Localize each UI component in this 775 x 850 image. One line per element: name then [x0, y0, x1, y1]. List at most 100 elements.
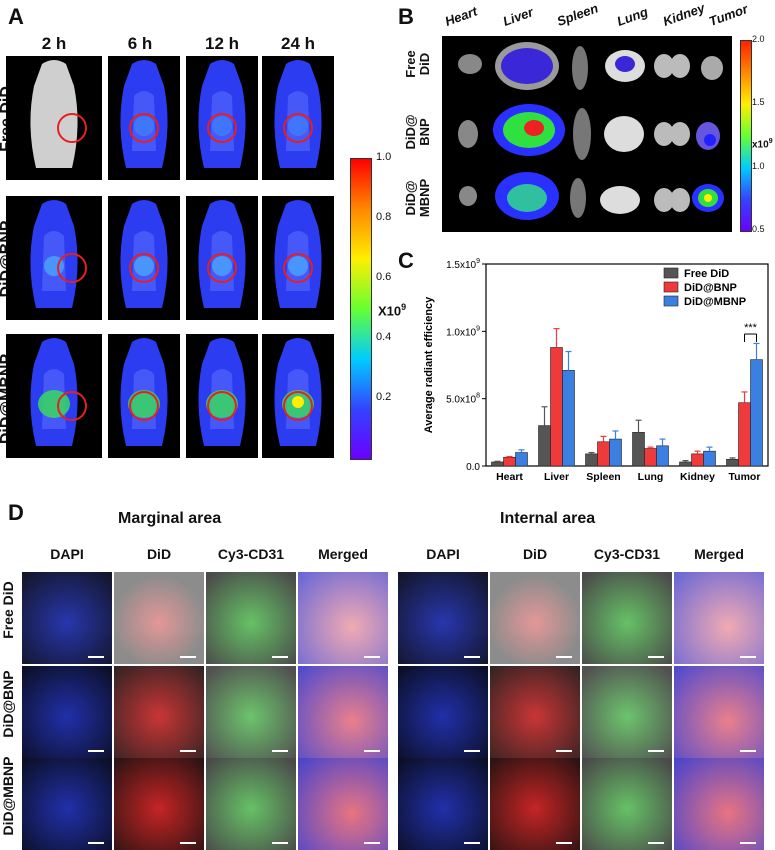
mouse-image: [6, 56, 102, 180]
scale-bar: [556, 656, 572, 658]
legend-swatch: [663, 281, 679, 293]
microscopy-tile: [398, 572, 488, 664]
scale-bar: [464, 656, 480, 658]
microscopy-tile: [582, 758, 672, 850]
legend-label: DiD@BNP: [684, 282, 737, 294]
row-label: DiD@BNP: [403, 114, 432, 150]
mouse-image: [186, 56, 258, 180]
scale-bar: [740, 656, 756, 658]
colorbar-tick-label: 2.0: [752, 34, 765, 44]
scale-bar: [88, 750, 104, 752]
bar: [550, 347, 563, 467]
colorbar-tick-label: 1.5: [752, 97, 765, 108]
legend-swatch: [663, 267, 679, 279]
bar: [738, 402, 751, 467]
scale-bar: [648, 842, 664, 844]
microscopy-tile: [206, 572, 296, 664]
microscopy-tile: [114, 758, 204, 850]
section-title-marginal: Marginal area: [118, 510, 222, 527]
row-label: Free DiD: [0, 581, 16, 639]
scale-bar: [740, 842, 756, 844]
organ-label: Liver: [500, 4, 536, 30]
y-tick-label: 1.5x109: [446, 258, 480, 271]
bar: [609, 438, 622, 467]
column-header: DAPI: [426, 546, 460, 562]
bar: [644, 448, 657, 467]
scale-bar: [272, 750, 288, 752]
microscopy-tile: [582, 666, 672, 758]
microscopy-tile: [22, 572, 112, 664]
panel-b-label: B: [398, 4, 414, 29]
scale-bar: [272, 656, 288, 658]
colorbar-b-unit: x109: [752, 138, 773, 151]
colorbar-tick-label: 0.6: [376, 271, 392, 283]
y-tick-label: 0.0: [466, 462, 480, 473]
microscopy-tile: [582, 572, 672, 664]
microscopy-tile: [398, 666, 488, 758]
time-label: 2 h: [41, 34, 67, 53]
microscopy-tile: [22, 758, 112, 850]
mouse-image: [262, 334, 334, 458]
column-header: Merged: [318, 546, 368, 562]
mouse-image: [186, 334, 258, 458]
bar: [515, 452, 528, 467]
microscopy-tile: [674, 572, 764, 664]
scale-bar: [364, 656, 380, 658]
bar: [726, 458, 739, 467]
microscopy-tile: [298, 666, 388, 758]
organ-label: Kidney: [660, 0, 707, 29]
scale-bar: [464, 842, 480, 844]
mouse-image: [6, 334, 102, 458]
organ-label: Spleen: [554, 0, 601, 29]
bar: [632, 432, 645, 467]
organ-label: Heart: [442, 3, 480, 30]
time-label: 24 h: [280, 34, 316, 53]
mouse-image: [6, 196, 102, 320]
x-tick-label: Lung: [638, 471, 664, 483]
scale-bar: [180, 750, 196, 752]
colorbar-a-unit: X109: [378, 302, 407, 319]
panel-d-label: D: [8, 500, 24, 525]
microscopy-tile: [398, 758, 488, 850]
section-title-internal: Internal area: [500, 510, 596, 527]
organ-label: Tumor: [706, 1, 750, 29]
colorbar-tick-label: 0.4: [376, 331, 392, 343]
row-label: DiD@BNP: [0, 670, 16, 738]
panel-c-label: C: [398, 248, 414, 273]
legend-label: DiD@MBNP: [684, 296, 746, 308]
colorbar-tick-label: 0.2: [376, 391, 392, 403]
x-tick-label: Tumor: [729, 471, 761, 483]
significance-label: ***: [744, 322, 758, 334]
bar: [597, 441, 610, 467]
scale-bar: [740, 750, 756, 752]
microscopy-tile: [490, 758, 580, 850]
scale-bar: [364, 842, 380, 844]
column-header: Cy3-CD31: [217, 546, 285, 562]
scale-bar: [180, 656, 196, 658]
scale-bar: [648, 656, 664, 658]
row-label: DiD@MBNP: [403, 178, 432, 218]
scale-bar: [272, 842, 288, 844]
bar: [703, 450, 716, 467]
x-tick-label: Spleen: [586, 471, 620, 483]
microscopy-tile: [22, 666, 112, 758]
time-label: 6 h: [127, 34, 153, 53]
column-header: DiD: [522, 546, 548, 562]
scale-bar: [556, 750, 572, 752]
scale-bar: [180, 842, 196, 844]
scale-bar: [648, 750, 664, 752]
scale-bar: [464, 750, 480, 752]
mouse-image: [262, 196, 334, 320]
bar: [750, 359, 763, 467]
bar: [538, 425, 551, 467]
legend-swatch: [663, 295, 679, 307]
microscopy-tile: [206, 758, 296, 850]
microscopy-tile: [298, 758, 388, 850]
microscopy-tile: [206, 666, 296, 758]
mouse-image: [262, 56, 334, 180]
y-tick-label: 1.0x109: [446, 325, 480, 338]
microscopy-tile: [490, 572, 580, 664]
colorbar-tick-label: 1.0: [752, 160, 765, 171]
scale-bar: [88, 842, 104, 844]
scale-bar: [556, 842, 572, 844]
